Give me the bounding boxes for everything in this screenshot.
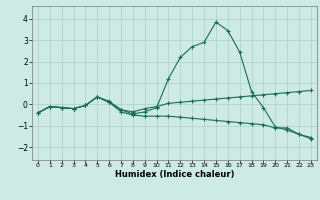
X-axis label: Humidex (Indice chaleur): Humidex (Indice chaleur) xyxy=(115,170,234,179)
